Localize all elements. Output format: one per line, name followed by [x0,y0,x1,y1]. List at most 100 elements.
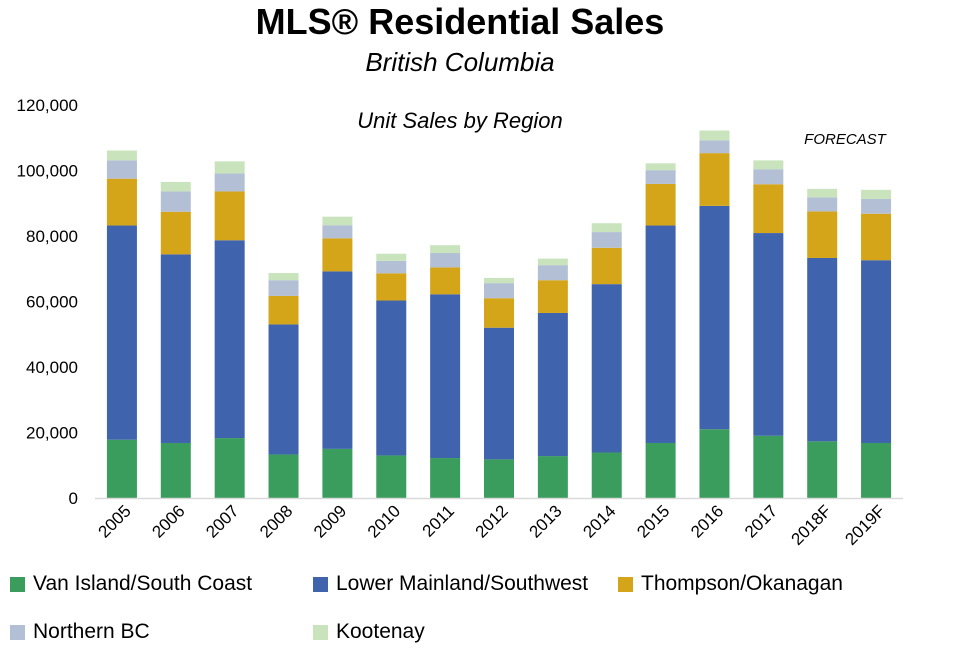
bar-segment [861,189,892,199]
legend-swatch [10,624,25,640]
x-tick-label: 2016 [687,501,727,541]
legend-label: Van Island/South Coast [33,572,253,595]
bar-segment [861,442,892,498]
bar-segment [106,178,137,226]
bar-segment [376,273,407,301]
page-title: MLS® Residential Sales [255,1,665,42]
bar-segment [484,327,514,460]
bar-segment [484,459,514,498]
bar-segment [537,265,568,281]
bar-segment [537,312,568,457]
bars-group [106,130,892,498]
bar-segment [106,439,137,498]
bar-segment [106,225,137,440]
bar-segment [160,181,191,192]
y-tick-label: 20,000 [26,424,78,443]
bar-segment [430,294,461,459]
bar-segment [376,260,407,274]
legend-label: Thompson/Okanagan [641,572,843,595]
bar-segment [106,160,137,179]
bar-segment [645,442,676,498]
x-tick-label: 2011 [419,501,458,540]
bar-segment [322,216,353,226]
x-tick-label: 2018F [788,501,836,549]
y-tick-label: 80,000 [26,227,78,246]
x-axis: 2005 2006 2007 2008 2009 2010 2011 2012 2013 2014… [95,501,889,549]
bar-segment [214,191,245,241]
y-tick-label: 40,000 [26,358,78,377]
bar-segment [268,295,299,325]
bar-segment [807,188,838,198]
bar-segment [807,197,838,212]
bar-segment [591,232,622,248]
x-tick-label: 2008 [256,501,296,541]
bar-segment [160,254,191,443]
bar-segment [268,273,299,281]
legend-label: Lower Mainland/Southwest [336,572,589,595]
bar-segment [591,247,622,285]
bar-segment [322,271,353,449]
bar-segment [268,280,299,296]
x-tick-label: 2009 [310,501,350,541]
legend-item: Thompson/Okanagan [618,570,843,598]
bar-segment [699,130,730,141]
bar-segment [699,153,730,206]
bar-segment [214,240,245,439]
bar-segment [753,169,784,185]
bar-segment [214,438,245,498]
legend-swatch [313,624,328,640]
bar-segment [268,324,299,455]
x-tick-label: 2013 [526,501,566,541]
y-tick-label: 0 [69,489,78,508]
bar-segment [807,257,838,442]
bar-segment [214,173,245,192]
bar-segment [484,283,514,299]
y-tick-label: 120,000 [17,96,78,115]
bar-segment [699,205,730,430]
bar-segment [645,183,676,226]
bar-segment [160,442,191,498]
bar-segment [753,184,784,234]
legend-swatch [313,576,328,592]
bar-segment [430,253,461,268]
bar-segment [268,454,299,498]
bar-segment [376,455,407,498]
bar-segment [430,267,461,295]
bar-segment [484,298,514,328]
bar-segment [861,213,892,261]
legend: Van Island/South Coast Lower Mainland/So… [10,560,950,650]
legend-item: Van Island/South Coast [10,570,252,598]
y-tick-label: 100,000 [17,162,78,181]
bar-segment [645,225,676,443]
y-axis: 0 20,000 40,000 60,000 80,000 100,000 120,000 [17,96,78,508]
bar-segment [591,452,622,498]
bar-segment [537,258,568,266]
x-tick-label: 2005 [95,501,135,541]
bar-segment [537,456,568,498]
legend-item: Kootenay [313,618,425,646]
bar-segment [753,233,784,436]
bar-segment [322,225,353,239]
bar-segment [214,161,245,174]
bar-segment [376,253,407,261]
unit-sales-chart: 020,00040,00060,00080,000100,000120,000 … [17,96,903,549]
x-tick-label: 2017 [741,501,781,541]
x-tick-label: 2019F [841,501,889,549]
page-subtitle: British Columbia [365,47,555,77]
chart-title: Unit Sales by Region [357,108,562,133]
bar-segment [430,245,461,254]
bar-segment [699,429,730,498]
x-tick-label: 2007 [202,501,242,541]
bar-segment [753,160,784,170]
bar-segment [699,140,730,154]
bar-segment [861,260,892,443]
x-tick-label: 2006 [148,501,188,541]
legend-swatch [618,576,633,592]
legend-item: Northern BC [10,618,150,646]
bar-segment [645,170,676,184]
bar-segment [807,211,838,258]
x-tick-label: 2010 [364,501,404,541]
bar-segment [376,300,407,456]
bar-segment [160,211,191,255]
bar-segment [645,163,676,171]
